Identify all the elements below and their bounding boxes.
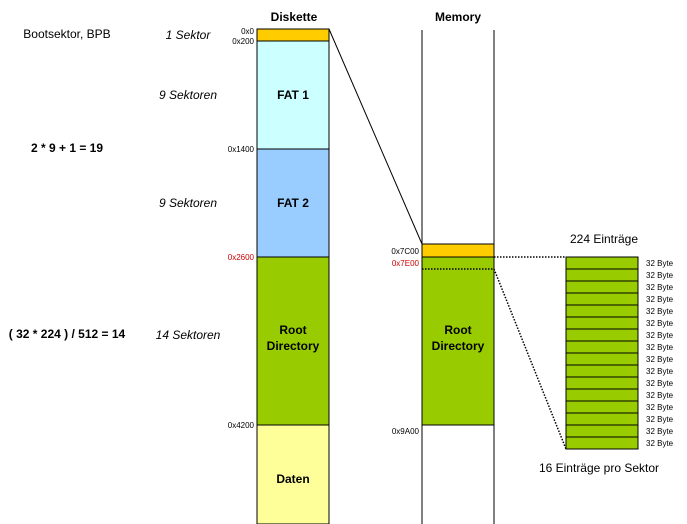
disk-root-block — [256, 256, 330, 426]
disk-root-label-line1: Root — [279, 323, 306, 337]
entry-size-label: 32 Byte — [646, 439, 674, 448]
memory-root-label-line1: Root — [444, 323, 471, 337]
memory-address-0x7e00: 0x7E00 — [392, 259, 420, 268]
entry-size-label: 32 Byte — [646, 379, 674, 388]
entry-size-label: 32 Byte — [646, 427, 674, 436]
root-sector-count: 14 Sektoren — [156, 328, 221, 342]
disk-address-0x200: 0x200 — [232, 37, 254, 46]
entries-connector-bottom — [493, 268, 567, 450]
entries-table: 32 Byte 32 Byte 32 Byte 32 Byte 32 Byte 32 By… — [565, 256, 674, 450]
memory-address-0x7c00: 0x7C00 — [391, 247, 419, 256]
boot-sector-note: Bootsektor, BPB — [23, 27, 110, 41]
entry-size-label: 32 Byte — [646, 271, 674, 280]
entry-size-label: 32 Byte — [646, 259, 674, 268]
memory-header: Memory — [435, 10, 481, 24]
fat1-sector-count: 9 Sektoren — [159, 88, 217, 102]
entry-row — [565, 268, 639, 282]
memory-boot-block — [421, 243, 495, 258]
disk-fat2-block — [256, 148, 330, 258]
entries-footer: 16 Einträge pro Sektor — [539, 461, 659, 475]
entry-size-label: 32 Byte — [646, 307, 674, 316]
entry-size-label: 32 Byte — [646, 415, 674, 424]
entry-row — [565, 436, 639, 450]
memory-root-label-line2: Directory — [432, 339, 485, 353]
entry-row — [565, 352, 639, 366]
entry-row — [565, 412, 639, 426]
entry-row — [565, 376, 639, 390]
memory-address-0x9a00: 0x9A00 — [392, 427, 420, 436]
entry-row — [565, 364, 639, 378]
entry-size-label: 32 Byte — [646, 391, 674, 400]
entry-size-label: 32 Byte — [646, 367, 674, 376]
data-label: Daten — [276, 472, 309, 486]
entry-row — [565, 292, 639, 306]
entry-size-label: 32 Byte — [646, 319, 674, 328]
boot-load-connector — [328, 28, 423, 245]
entry-size-label: 32 Byte — [646, 283, 674, 292]
fat-calculation: 2 * 9 + 1 = 19 — [31, 141, 103, 155]
entry-size-label: 32 Byte — [646, 403, 674, 412]
diskette-header: Diskette — [271, 10, 318, 24]
disk-address-0x4200: 0x4200 — [228, 421, 255, 430]
root-calculation: ( 32 * 224 ) / 512 = 14 — [9, 327, 126, 341]
fat2-label: FAT 2 — [277, 196, 309, 210]
disk-address-0x2600: 0x2600 — [228, 253, 255, 262]
entry-row — [565, 340, 639, 354]
entry-size-label: 32 Byte — [646, 355, 674, 364]
disk-fat1-block — [256, 40, 330, 150]
disk-data-block — [256, 424, 330, 524]
entry-size-label: 32 Byte — [646, 295, 674, 304]
entry-row — [565, 256, 639, 270]
entry-row — [565, 316, 639, 330]
fat1-label: FAT 1 — [277, 88, 309, 102]
disk-boot-block — [256, 28, 330, 42]
entries-title: 224 Einträge — [570, 232, 638, 246]
entry-row — [565, 280, 639, 294]
entry-size-label: 32 Byte — [646, 343, 674, 352]
entry-row — [565, 424, 639, 438]
entry-row — [565, 400, 639, 414]
disk-address-0x1400: 0x1400 — [228, 145, 255, 154]
memory-root-block — [421, 256, 495, 426]
fat2-sector-count: 9 Sektoren — [159, 196, 217, 210]
disk-address-0x0: 0x0 — [241, 27, 254, 36]
entry-row — [565, 328, 639, 342]
entry-row — [565, 388, 639, 402]
disk-root-label-line2: Directory — [267, 339, 320, 353]
entry-size-label: 32 Byte — [646, 331, 674, 340]
entry-row — [565, 304, 639, 318]
boot-sector-count: 1 Sektor — [166, 28, 212, 42]
